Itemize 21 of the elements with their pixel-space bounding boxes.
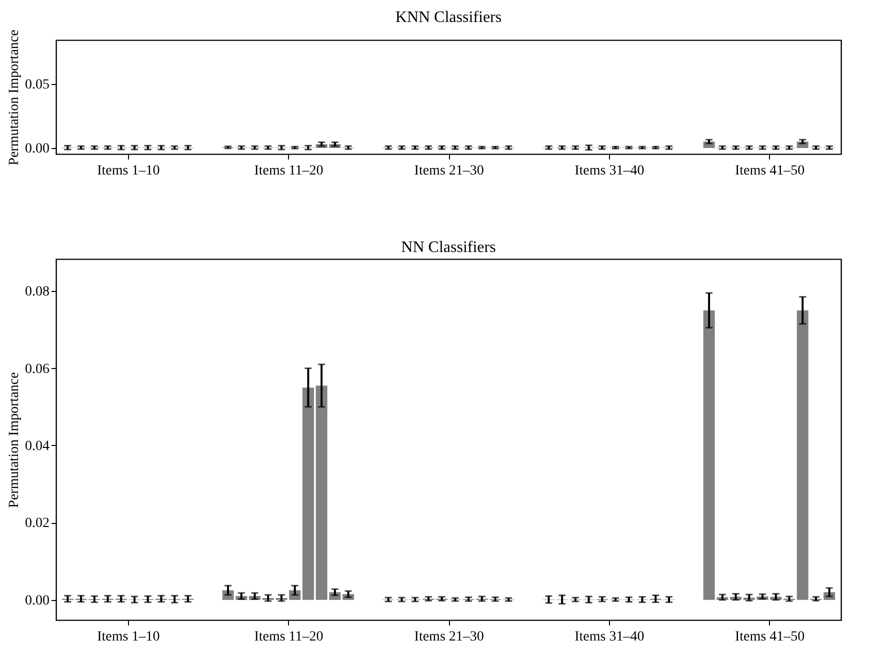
x-tick-label: Items 1–10 <box>97 164 160 178</box>
y-tick-label: 0.02 <box>25 516 50 532</box>
y-axis-title: Permutation Importance <box>7 372 22 508</box>
x-tick-label: Items 1–10 <box>97 630 160 644</box>
x-tick-label: Items 21–30 <box>414 630 484 644</box>
x-tick-label: Items 41–50 <box>734 164 805 178</box>
y-tick-label: 0.06 <box>25 362 50 377</box>
y-tick-label: 0.00 <box>25 593 50 608</box>
x-tick-label: Items 31–40 <box>574 630 644 644</box>
y-tick-label: 0.04 <box>25 438 50 454</box>
x-tick-label: Items 21–30 <box>414 164 484 178</box>
y-tick-label: 0.00 <box>25 141 50 156</box>
chart-title: KNN Classifiers <box>395 9 502 26</box>
x-tick-label: Items 31–40 <box>574 164 644 178</box>
y-tick-label: 0.08 <box>25 284 50 300</box>
chart-title: NN Classifiers <box>401 239 496 256</box>
x-tick-label: Items 11–20 <box>254 164 324 178</box>
y-tick-label: 0.05 <box>25 78 50 93</box>
x-tick-label: Items 41–50 <box>734 630 805 644</box>
x-tick-label: Items 11–20 <box>254 630 324 644</box>
y-axis-title: Permutation Importance <box>7 30 22 166</box>
